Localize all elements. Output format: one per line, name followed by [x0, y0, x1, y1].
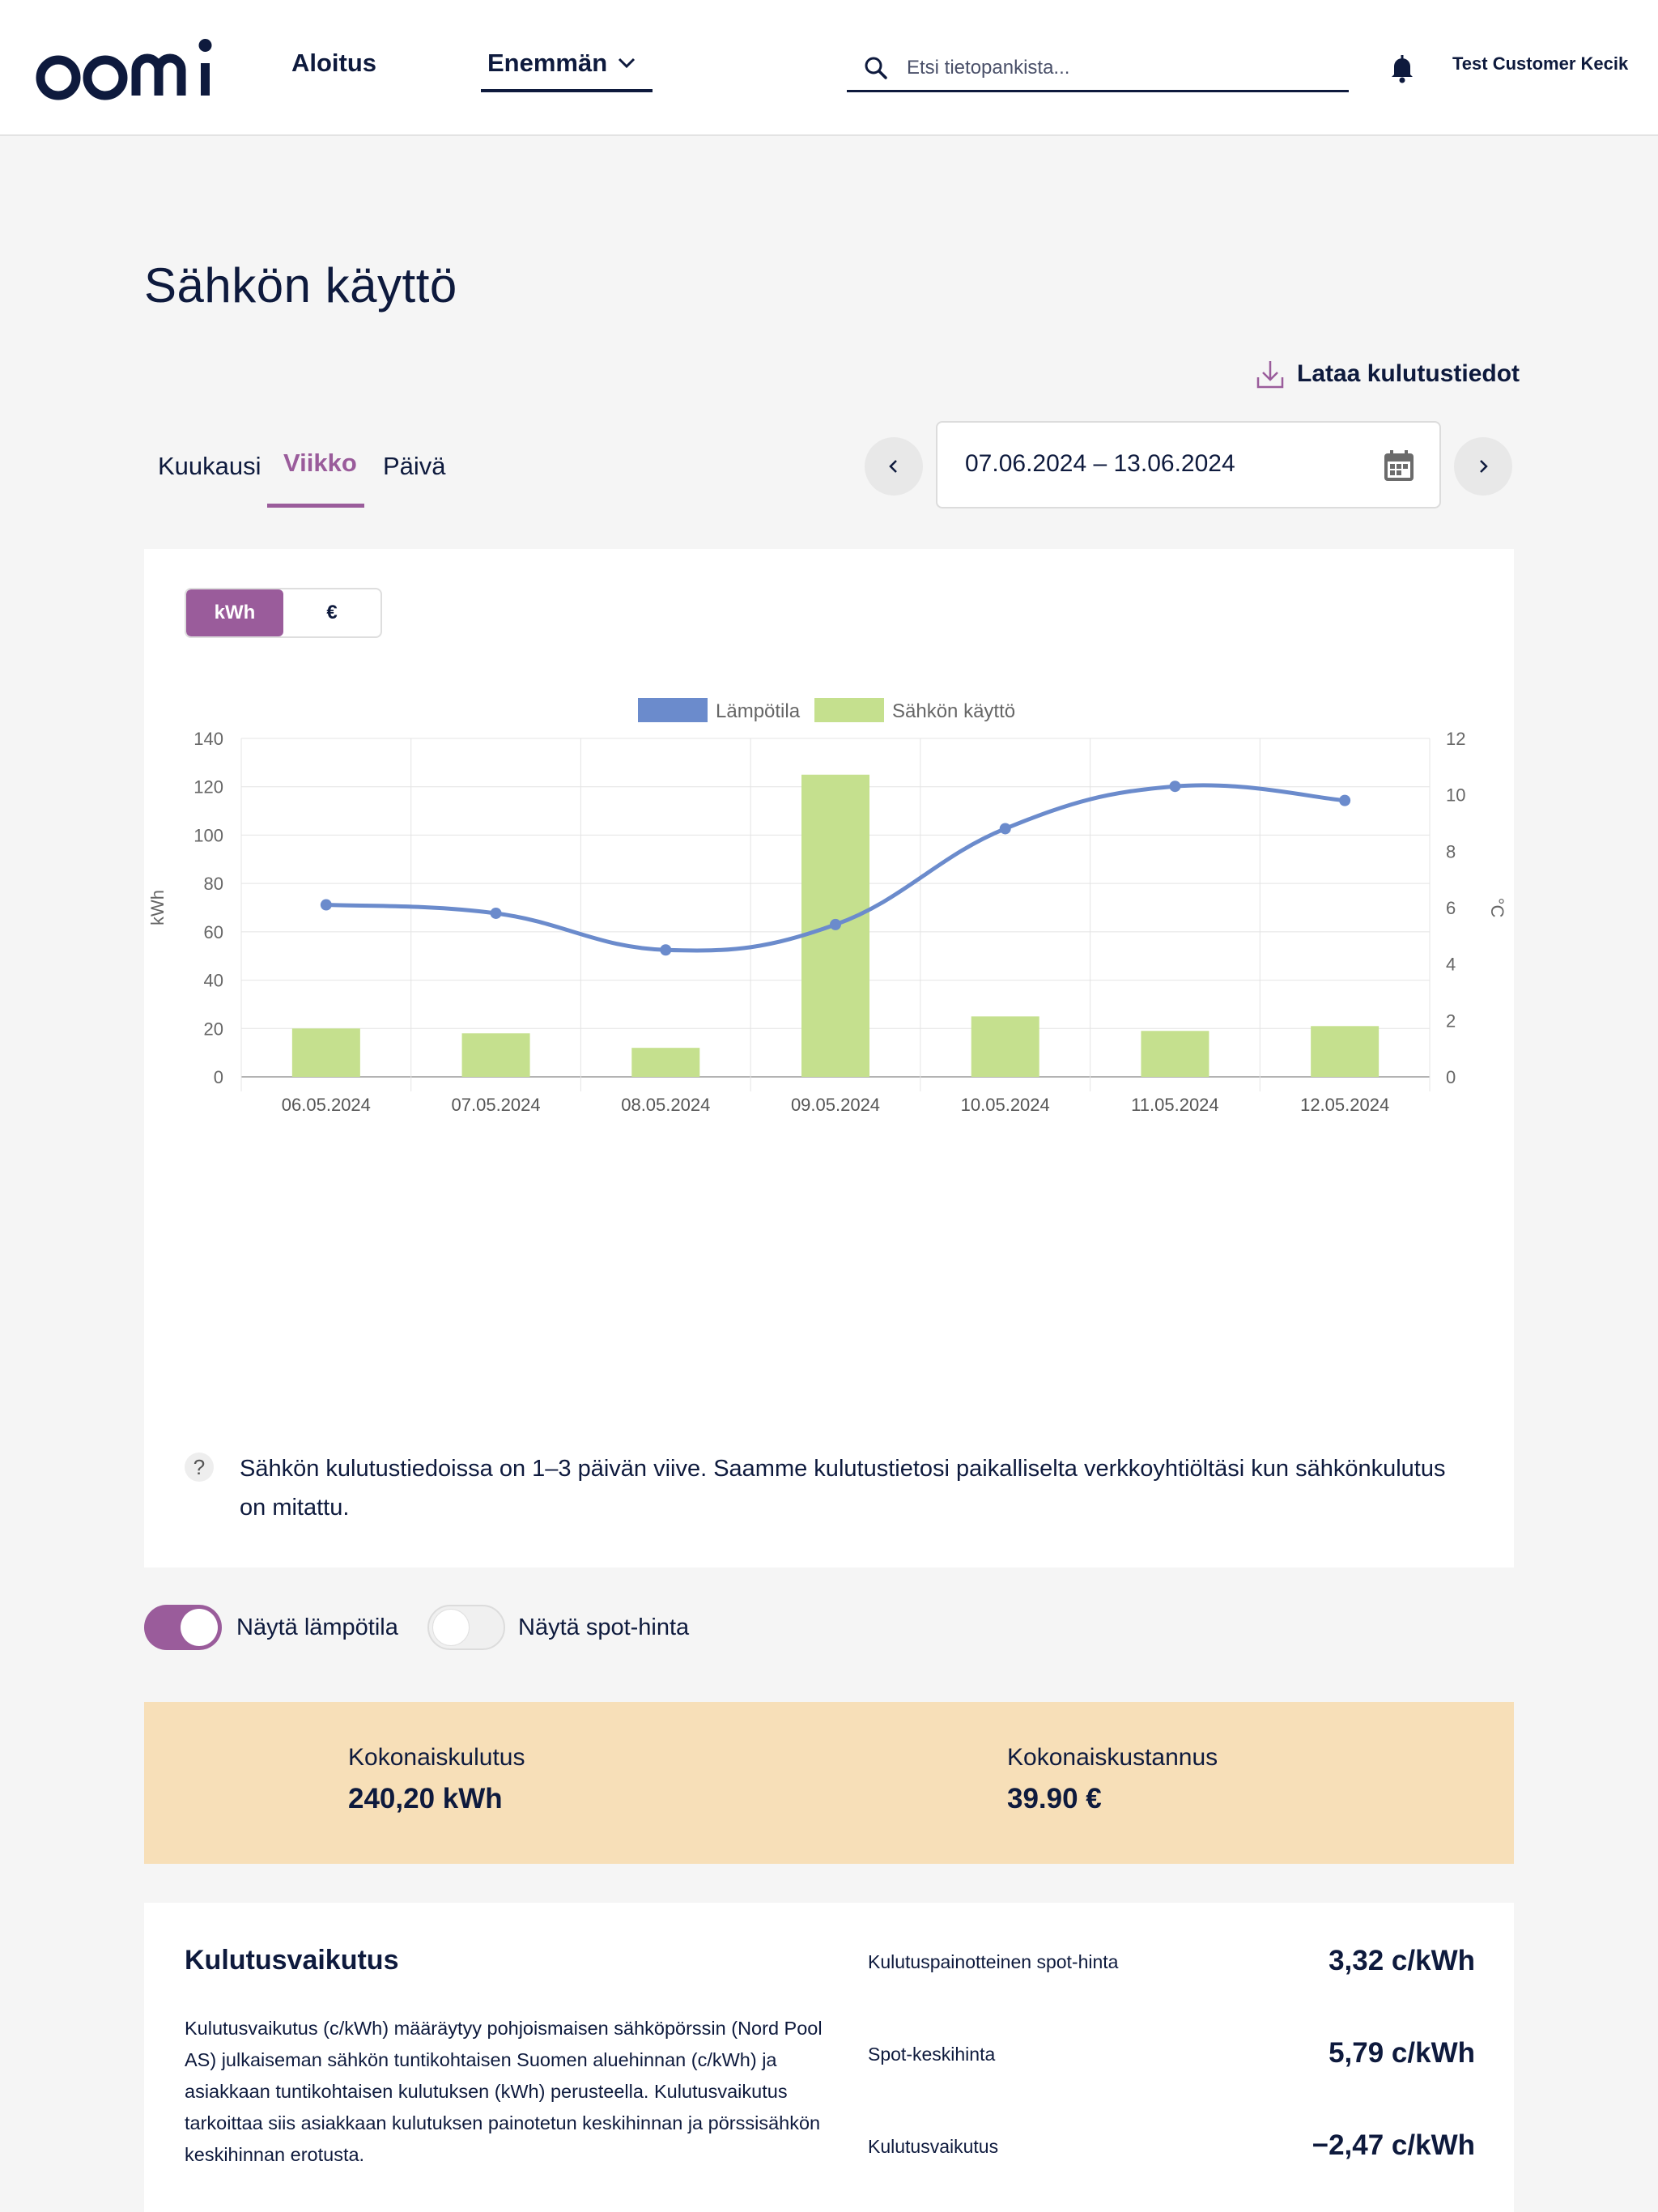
question-icon[interactable]: ?	[185, 1453, 214, 1482]
y-tick-label: 80	[204, 874, 223, 894]
x-tick-label: 08.05.2024	[621, 1095, 710, 1115]
search-icon[interactable]	[863, 55, 889, 81]
nav-enemman-label: Enemmän	[487, 49, 608, 77]
toggle-knob	[432, 1609, 470, 1646]
nav-active-underline	[481, 89, 653, 92]
calendar-icon[interactable]	[1381, 449, 1417, 484]
spot-price-toggle-label: Näytä spot-hinta	[518, 1614, 690, 1640]
unit-eur-button[interactable]: €	[326, 602, 338, 623]
legend-swatch-temperature	[638, 698, 708, 722]
temperature-point	[1169, 781, 1181, 793]
y-tick-label: 120	[193, 777, 223, 798]
date-range-picker[interactable]: 07.06.2024 – 13.06.2024	[936, 421, 1441, 508]
y-tick-label: 40	[204, 971, 223, 991]
y2-tick-label: 8	[1446, 841, 1456, 861]
info-text: Sähkön kulutustiedoissa on 1–3 päivän vi…	[240, 1456, 1446, 1521]
chevron-right-icon	[1480, 460, 1488, 473]
tab-kuukausi[interactable]: Kuukausi	[158, 452, 261, 480]
download-consumption-button[interactable]: Lataa kulutustiedot	[1255, 358, 1520, 390]
chart-bar	[291, 1028, 360, 1077]
download-label: Lataa kulutustiedot	[1297, 360, 1520, 387]
consumption-chart-card: kWh € 0 20 40 60 80 100 120 140 0 2 4 6 8 10 12 kWh °C 06…	[144, 549, 1514, 1568]
search-input[interactable]	[907, 52, 1328, 84]
nav-aloitus[interactable]: Aloitus	[291, 49, 377, 77]
metric-effect-label: Kulutusvaikutus	[868, 2136, 999, 2157]
consumption-chart: 0 20 40 60 80 100 120 140 0 2 4 6 8 10 12 kWh °C 06.05.20…	[147, 698, 1507, 1115]
total-consumption-value: 240,20 kWh	[348, 1783, 503, 1814]
temperature-toggle[interactable]	[144, 1605, 222, 1650]
previous-period-button[interactable]	[865, 437, 923, 496]
consumption-effect-card: Kulutusvaikutus Kulutusvaikutus (c/kWh) …	[144, 1903, 1514, 2212]
bell-icon[interactable]	[1386, 52, 1418, 84]
temperature-point	[1339, 794, 1351, 806]
effect-title: Kulutusvaikutus	[185, 1945, 399, 1976]
metric-spot-average-label: Spot-keskihinta	[868, 2044, 996, 2065]
chart-bar	[1141, 1031, 1209, 1077]
y2-tick-label: 10	[1446, 785, 1465, 806]
y2-tick-label: 6	[1446, 898, 1456, 918]
temperature-toggle-label: Näytä lämpötila	[236, 1614, 398, 1640]
unit-toggle: kWh €	[185, 588, 382, 638]
temperature-point	[660, 944, 672, 956]
date-range-value: 07.06.2024 – 13.06.2024	[965, 450, 1235, 477]
total-cost-value: 39.90 €	[1007, 1783, 1102, 1814]
spot-price-toggle[interactable]	[427, 1605, 505, 1650]
chart-bar	[631, 1048, 700, 1077]
total-cost-label: Kokonaiskustannus	[1007, 1744, 1218, 1771]
effect-description: Kulutusvaikutus (c/kWh) määräytyy pohjoi…	[185, 2018, 823, 2165]
y2-tick-label: 4	[1446, 955, 1456, 975]
x-tick-label: 12.05.2024	[1300, 1095, 1389, 1115]
y2-tick-label: 0	[1446, 1067, 1456, 1087]
active-tab-underline	[267, 504, 364, 508]
oomi-logo[interactable]: oomi	[32, 32, 227, 105]
temperature-point	[490, 907, 502, 919]
page-title: Sähkön käyttö	[144, 258, 457, 313]
tab-viikko[interactable]: Viikko	[283, 449, 357, 477]
top-header: oomi Aloitus Enemmän Test Customer Kecik	[0, 0, 1658, 136]
legend-label-consumption: Sähkön käyttö	[892, 700, 1015, 722]
chart-bar	[971, 1016, 1039, 1077]
user-name[interactable]: Test Customer Kecik	[1452, 53, 1629, 74]
y-tick-label: 60	[204, 922, 223, 942]
unit-kwh-button[interactable]: kWh	[186, 589, 283, 636]
temperature-point	[999, 823, 1011, 835]
y-tick-label: 140	[193, 729, 223, 749]
temperature-point	[320, 899, 332, 911]
next-period-button[interactable]	[1454, 437, 1512, 496]
x-tick-label: 11.05.2024	[1131, 1095, 1218, 1115]
y-axis-title: kWh	[147, 890, 168, 925]
y-tick-label: 0	[214, 1067, 223, 1087]
y2-tick-label: 2	[1446, 1010, 1456, 1031]
total-consumption-label: Kokonaiskulutus	[348, 1744, 525, 1771]
toggle-knob	[181, 1609, 218, 1646]
download-icon	[1256, 361, 1284, 389]
temperature-point	[830, 918, 841, 930]
chevron-down-icon	[619, 57, 636, 69]
chevron-left-icon	[889, 460, 897, 473]
x-tick-label: 07.05.2024	[452, 1095, 541, 1115]
y-tick-label: 100	[193, 825, 223, 845]
x-tick-label: 09.05.2024	[791, 1095, 880, 1115]
y-tick-label: 20	[204, 1019, 223, 1039]
legend-swatch-consumption	[814, 698, 884, 722]
search-bar	[847, 49, 1349, 92]
nav-enemman[interactable]: Enemmän	[487, 49, 636, 78]
x-tick-label: 10.05.2024	[961, 1095, 1050, 1115]
metric-spot-average-value: 5,79 c/kWh	[1329, 2037, 1475, 2069]
tab-paiva[interactable]: Päivä	[383, 452, 446, 480]
metric-weighted-spot-value: 3,32 c/kWh	[1329, 1945, 1475, 1976]
metric-weighted-spot-label: Kulutuspainotteinen spot-hinta	[868, 1951, 1119, 1972]
totals-panel: Kokonaiskulutus 240,20 kWh Kokonaiskusta…	[144, 1702, 1514, 1864]
metric-effect-value: −2,47 c/kWh	[1312, 2129, 1475, 2161]
y2-axis-title: °C	[1487, 898, 1507, 918]
chart-bar	[1311, 1026, 1380, 1077]
y2-tick-label: 12	[1446, 729, 1465, 749]
x-tick-label: 06.05.2024	[282, 1095, 371, 1115]
chart-bar	[461, 1033, 530, 1077]
legend-label-temperature: Lämpötila	[716, 700, 801, 722]
